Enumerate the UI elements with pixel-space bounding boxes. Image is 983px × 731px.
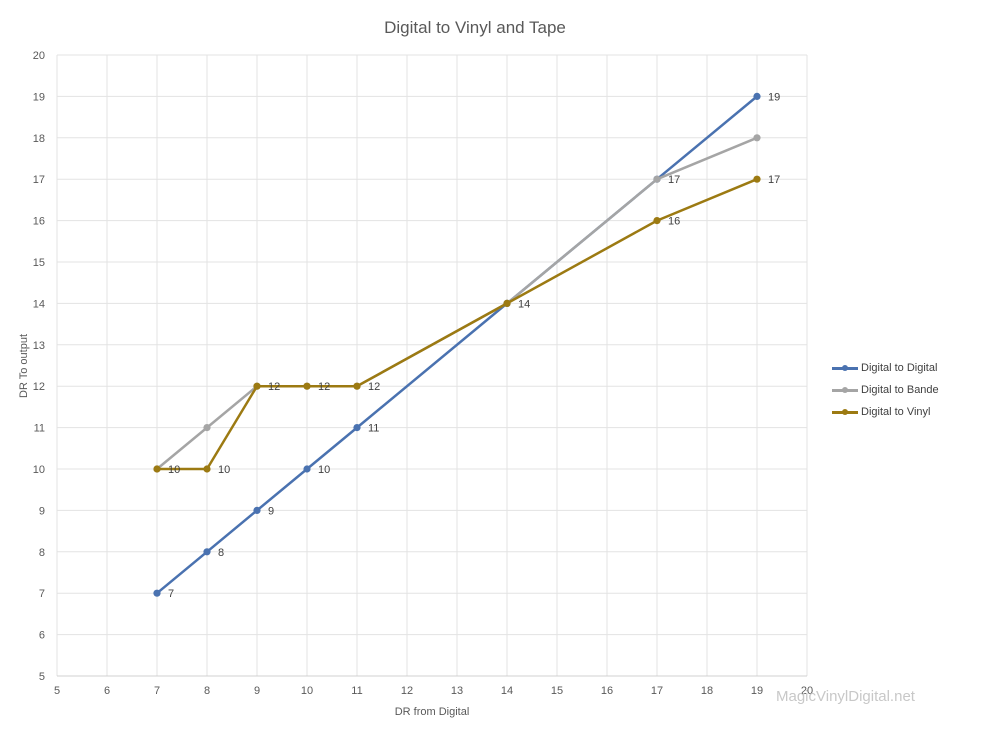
x-tick-label: 12 <box>401 685 413 697</box>
data-label: 8 <box>218 547 224 559</box>
data-point-marker[interactable] <box>303 382 311 390</box>
data-point-marker[interactable] <box>353 424 361 432</box>
x-tick-label: 7 <box>154 685 160 697</box>
data-label: 12 <box>318 381 330 393</box>
x-tick-label: 8 <box>204 685 210 697</box>
x-tick-label: 18 <box>701 685 713 697</box>
data-point-marker[interactable] <box>153 465 161 473</box>
x-tick-label: 5 <box>54 685 60 697</box>
y-tick-label: 16 <box>33 216 45 228</box>
data-label: 14 <box>518 298 530 310</box>
data-point-marker[interactable] <box>203 424 211 432</box>
x-tick-label: 19 <box>751 685 763 697</box>
data-point-marker[interactable] <box>503 299 511 307</box>
y-tick-label: 18 <box>33 133 45 145</box>
y-axis-ticks: 5 6 7 8 9 10 11 12 13 14 15 16 17 18 19 20 <box>33 50 45 683</box>
x-tick-label: 9 <box>254 685 260 697</box>
x-tick-label: 10 <box>301 685 313 697</box>
data-label: 10 <box>318 464 330 476</box>
y-axis-title: DR To output <box>18 334 30 398</box>
legend-label: Digital to Vinyl <box>861 406 931 418</box>
data-point-marker[interactable] <box>203 465 211 473</box>
data-point-marker[interactable] <box>653 217 661 225</box>
legend-label: Digital to Digital <box>861 362 938 374</box>
data-point-marker[interactable] <box>253 506 261 514</box>
legend-item-digital-to-bande[interactable]: Digital to Bande <box>832 379 939 401</box>
data-label: 9 <box>268 505 274 517</box>
x-tick-label: 16 <box>601 685 613 697</box>
y-tick-label: 6 <box>39 630 45 642</box>
legend-label: Digital to Bande <box>861 384 939 396</box>
data-label: 12 <box>368 381 380 393</box>
data-label: 17 <box>768 174 780 186</box>
watermark: MagicVinylDigital.net <box>776 688 915 705</box>
x-tick-label: 20 <box>801 685 813 697</box>
x-axis-title: DR from Digital <box>395 706 470 718</box>
data-label: 19 <box>768 91 780 103</box>
data-point-marker[interactable] <box>303 465 311 473</box>
data-label: 11 <box>368 423 379 435</box>
data-point-marker[interactable] <box>753 134 761 142</box>
legend-marker-icon <box>832 407 858 417</box>
y-tick-label: 11 <box>34 423 45 435</box>
series-line <box>157 178 758 471</box>
x-tick-label: 6 <box>104 685 110 697</box>
data-point-marker[interactable] <box>153 589 161 597</box>
y-tick-label: 7 <box>39 588 45 600</box>
data-point-marker[interactable] <box>353 382 361 390</box>
legend-marker-icon <box>832 385 858 395</box>
legend-item-digital-to-digital[interactable]: Digital to Digital <box>832 357 939 379</box>
legend-item-digital-to-vinyl[interactable]: Digital to Vinyl <box>832 401 939 423</box>
data-point-marker[interactable] <box>253 382 261 390</box>
chart-title: Digital to Vinyl and Tape <box>384 18 566 37</box>
x-axis-ticks: 5 6 7 8 9 10 11 12 13 14 15 16 17 18 19 20 <box>54 685 813 697</box>
y-tick-label: 8 <box>39 547 45 559</box>
x-tick-label: 11 <box>351 685 362 697</box>
y-tick-label: 15 <box>33 257 45 269</box>
data-point-marker[interactable] <box>753 175 761 183</box>
data-label: 17 <box>668 174 680 186</box>
x-tick-label: 13 <box>451 685 463 697</box>
data-label: 7 <box>168 588 174 600</box>
data-label: 12 <box>268 381 280 393</box>
data-label: 10 <box>168 464 180 476</box>
x-tick-label: 14 <box>501 685 513 697</box>
data-labels: 7 8 9 10 11 19 17 10 10 12 12 12 14 16 17 <box>168 91 780 600</box>
y-tick-label: 14 <box>33 298 45 310</box>
legend-marker-icon <box>832 363 858 373</box>
data-label: 16 <box>668 216 680 228</box>
data-point-marker[interactable] <box>653 175 661 183</box>
data-label: 10 <box>218 464 230 476</box>
y-tick-label: 20 <box>33 50 45 62</box>
data-point-marker[interactable] <box>753 92 761 100</box>
data-point-marker[interactable] <box>203 548 211 556</box>
legend: Digital to Digital Digital to Bande Digi… <box>832 357 939 423</box>
y-tick-label: 9 <box>39 505 45 517</box>
y-tick-label: 13 <box>33 340 45 352</box>
series-lines <box>153 92 761 597</box>
x-tick-label: 15 <box>551 685 563 697</box>
y-tick-label: 17 <box>33 174 45 186</box>
x-tick-label: 17 <box>651 685 663 697</box>
y-tick-label: 19 <box>33 91 45 103</box>
y-tick-label: 5 <box>39 671 45 683</box>
y-tick-label: 12 <box>33 381 45 393</box>
y-tick-label: 10 <box>33 464 45 476</box>
